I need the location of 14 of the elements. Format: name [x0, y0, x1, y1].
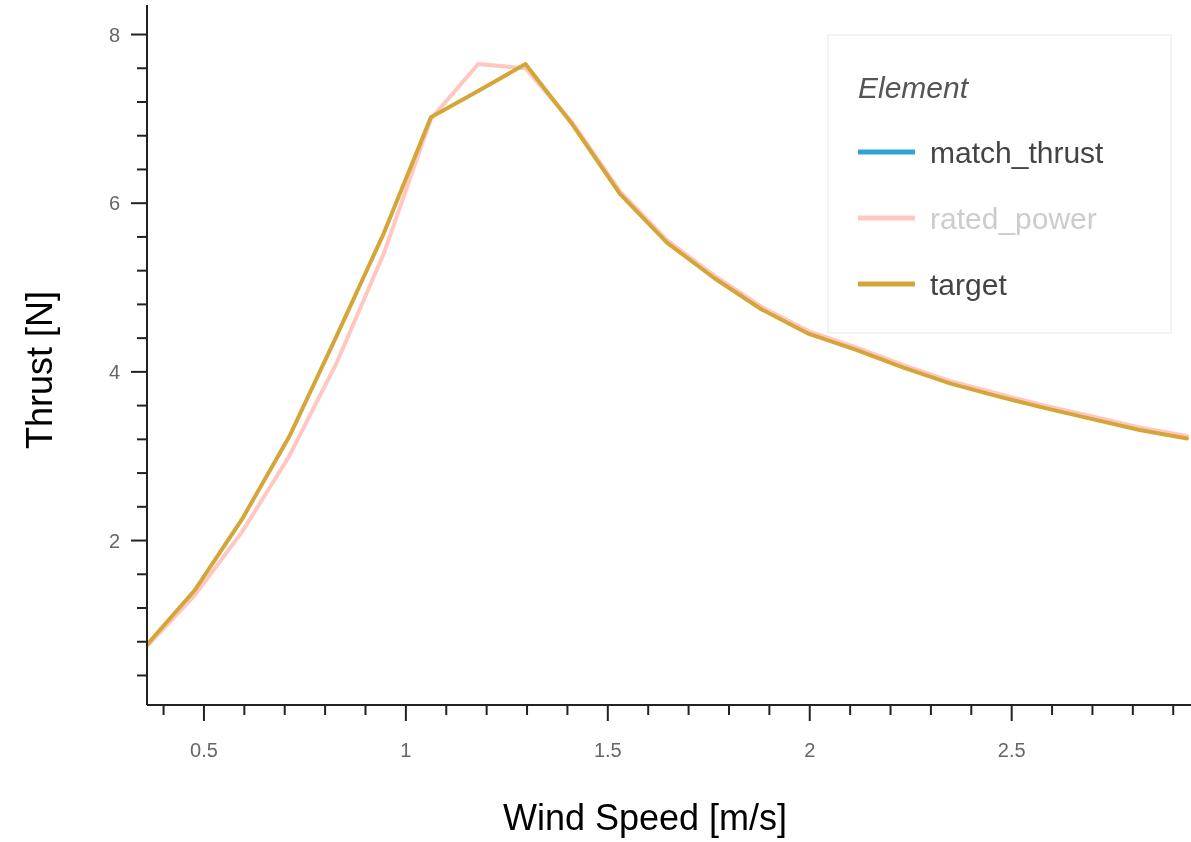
y-axis-title: Thrust [N] [19, 290, 60, 450]
y-tick-label: 8 [108, 23, 120, 46]
x-tick-label: 1.5 [593, 739, 622, 761]
x-tick-label: 1 [400, 739, 412, 761]
x-axis-title: Wind Speed [m/s] [502, 797, 788, 838]
x-tick-label: 2 [804, 739, 816, 761]
x-tick-label: 0.5 [190, 739, 218, 761]
legend-title: Element [858, 71, 970, 104]
y-tick-label: 2 [108, 529, 120, 552]
legend-label: match_thrust [930, 136, 1105, 169]
legend-label: target [930, 268, 1008, 301]
x-tick-label: 2.5 [997, 739, 1026, 761]
y-tick-label: 6 [108, 192, 120, 215]
y-tick-label: 4 [108, 360, 120, 383]
